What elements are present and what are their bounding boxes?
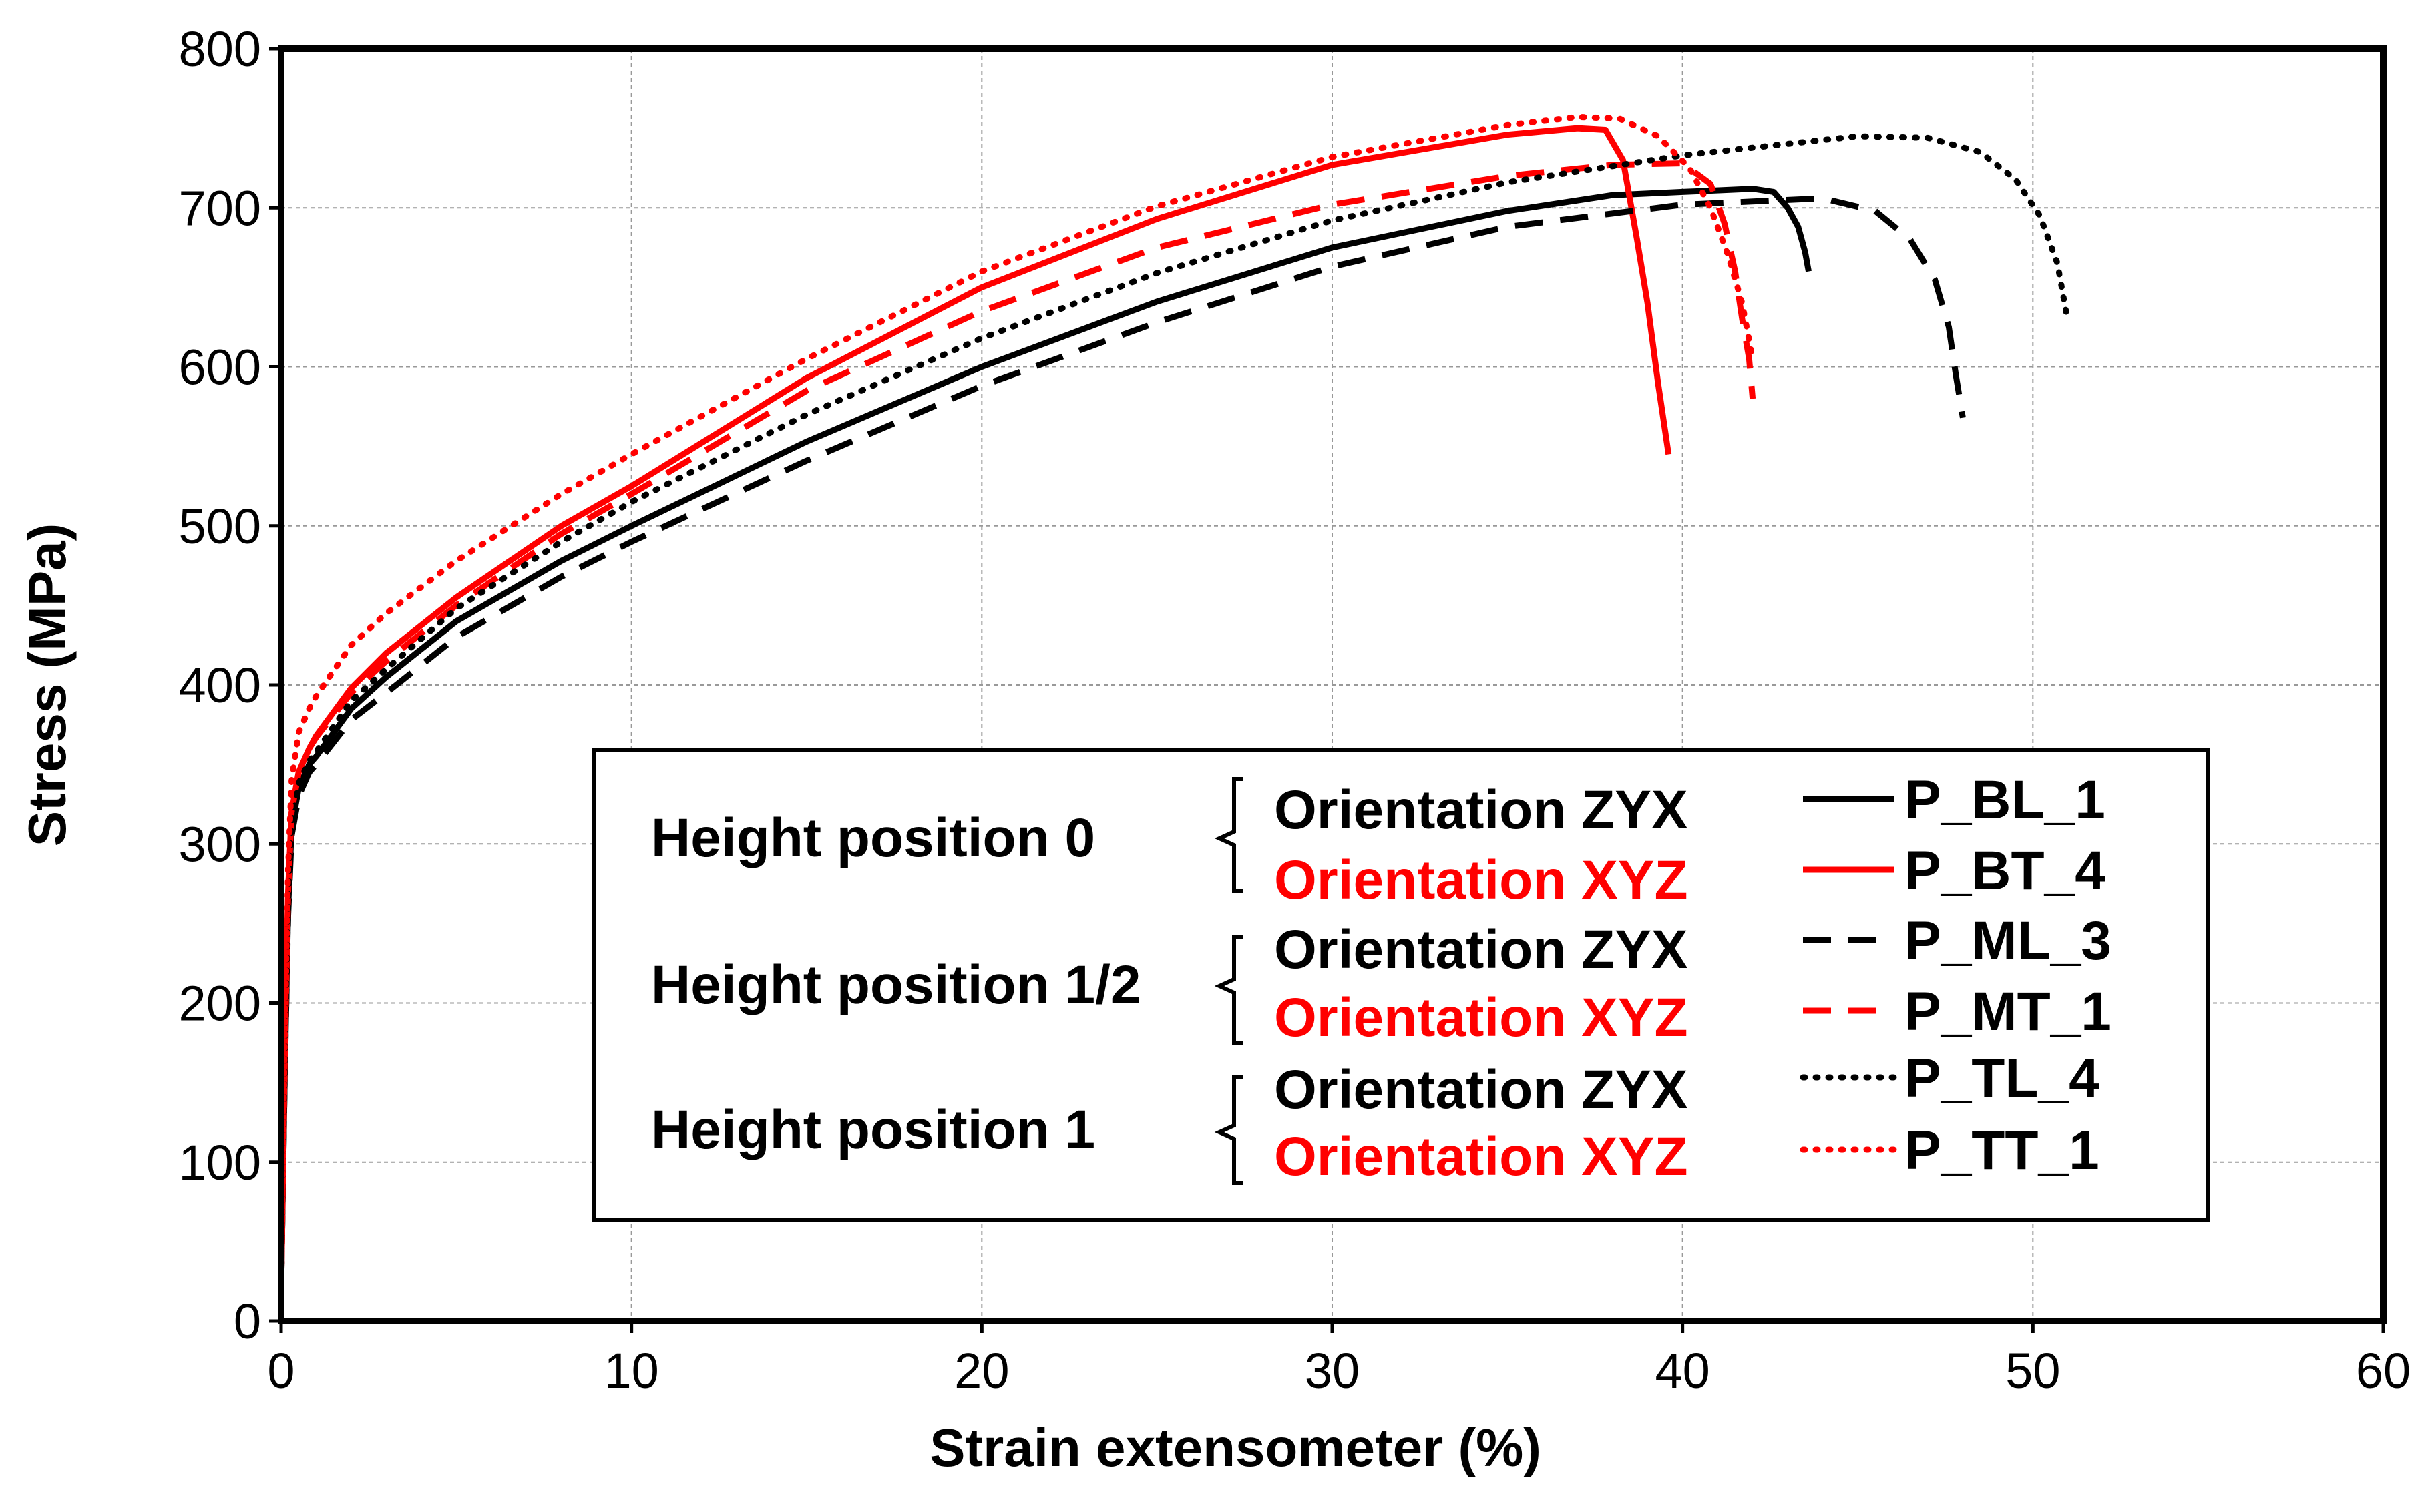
series-line-p-mt-1 <box>278 160 1756 1290</box>
y-tick-label: 500 <box>179 499 261 554</box>
series-line-p-ml-3 <box>278 195 1966 1290</box>
x-tick-label: 10 <box>604 1343 659 1399</box>
x-tick-label: 30 <box>1305 1343 1360 1399</box>
y-tick-label: 800 <box>179 21 261 77</box>
x-tick-label: 60 <box>2356 1343 2411 1399</box>
legend: Height position 0 Orientation ZYX Orient… <box>592 748 2210 1222</box>
legend-label-p-ml-3: P_ML_3 <box>1904 911 2111 971</box>
legend-bracket-height-half <box>1214 935 1243 1045</box>
y-tick-label: 100 <box>179 1135 261 1190</box>
legend-bracket-height-1 <box>1214 1075 1243 1185</box>
legend-group-label-height-0: Height position 0 <box>651 808 1095 868</box>
legend-box <box>592 748 2210 1222</box>
y-tick-label: 700 <box>179 180 261 236</box>
x-tick-label: 20 <box>954 1343 1009 1399</box>
legend-label-p-mt-1: P_MT_1 <box>1904 981 2111 1042</box>
x-tick-label: 0 <box>267 1343 294 1399</box>
series-line-p-tt-1 <box>278 113 1756 1292</box>
series-layer <box>278 113 2071 1292</box>
legend-group-label-height-1: Height position 1 <box>651 1099 1095 1160</box>
legend-bracket-height-0 <box>1214 777 1243 893</box>
y-axis-title: Stress (MPa) <box>17 523 77 847</box>
x-tick-label: 40 <box>1655 1343 1710 1399</box>
legend-samples: P_BL_1 P_BT_4 P_ML_3 P_MT_1P_TL_4 P_TT_1 <box>1800 770 2111 1181</box>
x-tick-label: 50 <box>2005 1343 2060 1399</box>
legend-orientation-zyx-1: Orientation ZYX <box>1274 1059 1688 1120</box>
legend-orientation-zyx-half: Orientation ZYX <box>1274 919 1688 980</box>
series-line-p-tl-4 <box>278 133 2071 1292</box>
legend-label-p-tt-1: P_TT_1 <box>1904 1120 2099 1181</box>
y-tick-label: 400 <box>179 658 261 713</box>
legend-group-label-height-half: Height position 1/2 <box>651 955 1141 1015</box>
legend-label-p-tl-4: P_TL_4 <box>1904 1048 2099 1109</box>
x-axis-title: Strain extensometer (%) <box>930 1418 1541 1477</box>
legend-orientation-xyz-0: Orientation XYZ <box>1274 850 1688 911</box>
y-tick-label: 200 <box>179 976 261 1031</box>
legend-orientation-zyx-0: Orientation ZYX <box>1274 780 1688 840</box>
legend-orientation-xyz-half: Orientation XYZ <box>1274 987 1688 1048</box>
y-tick-label: 600 <box>179 340 261 395</box>
legend-orientation-xyz-1: Orientation XYZ <box>1274 1126 1688 1187</box>
legend-label-p-bt-4: P_BT_4 <box>1904 840 2105 901</box>
legend-label-p-bl-1: P_BL_1 <box>1904 770 2105 830</box>
y-tick-label: 300 <box>179 816 261 872</box>
y-tick-label: 0 <box>234 1294 261 1349</box>
